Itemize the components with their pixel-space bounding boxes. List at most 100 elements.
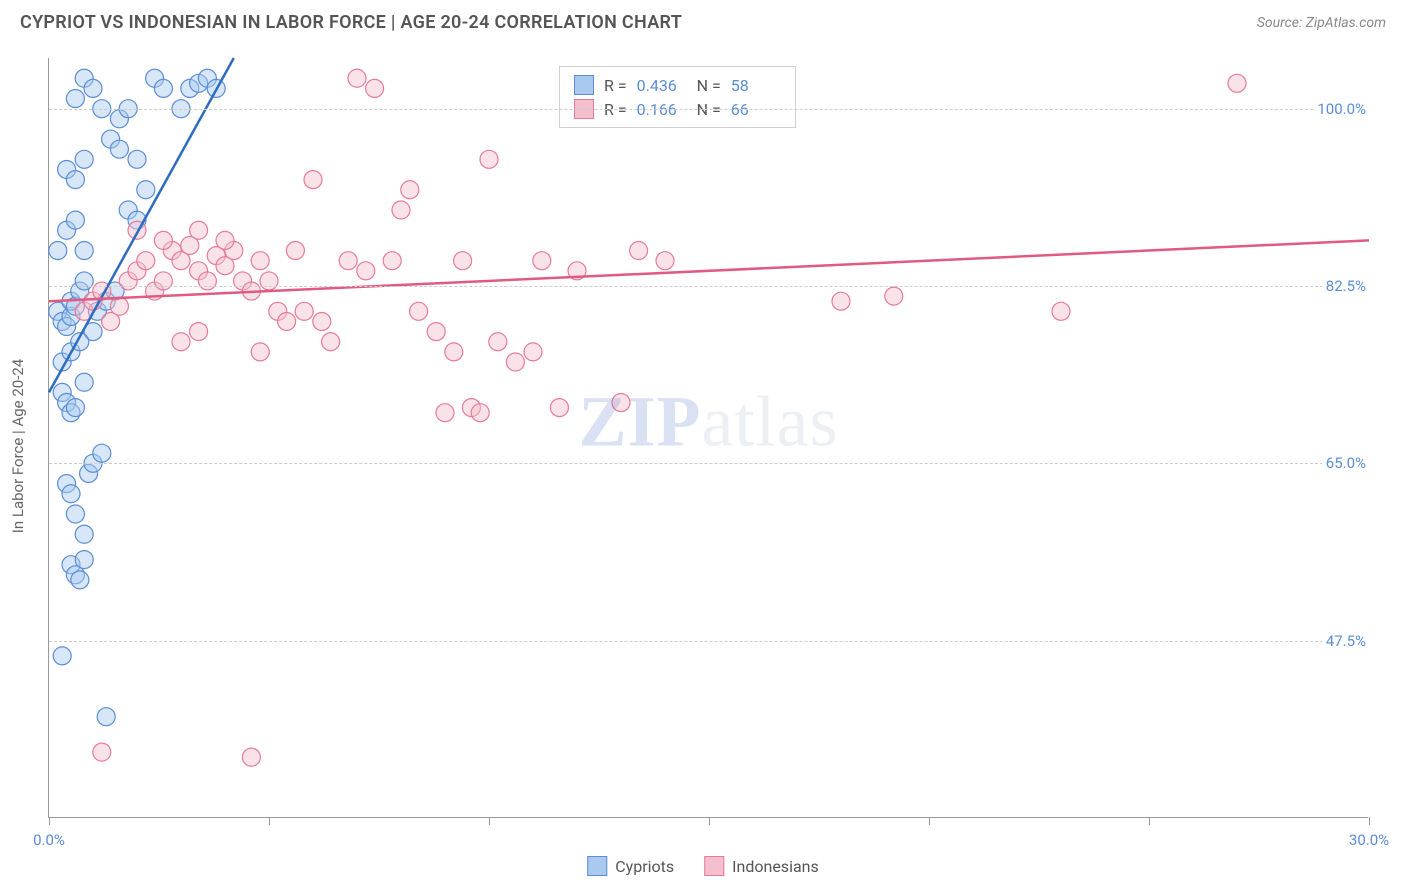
data-point (260, 272, 278, 290)
data-point (1228, 74, 1246, 92)
data-point (480, 150, 498, 168)
data-point (885, 287, 903, 305)
legend-label-indonesians: Indonesians (732, 857, 819, 876)
data-point (454, 252, 472, 270)
chart-title: CYPRIOT VS INDONESIAN IN LABOR FORCE | A… (20, 12, 682, 33)
data-point (366, 79, 384, 97)
data-point (489, 333, 507, 351)
stats-row-cypriots: R = 0.436 N = 58 (574, 73, 781, 97)
legend-item-indonesians: Indonesians (704, 856, 819, 876)
legend-label-cypriots: Cypriots (615, 857, 674, 876)
data-point (427, 323, 445, 341)
data-point (630, 242, 648, 260)
data-point (154, 79, 172, 97)
data-point (75, 551, 93, 569)
data-point (313, 312, 331, 330)
data-point (401, 181, 419, 199)
data-point (410, 302, 428, 320)
y-axis-label: In Labor Force | Age 20-24 (9, 359, 27, 533)
gridline-h (49, 641, 1368, 642)
data-point (304, 171, 322, 189)
data-point (75, 373, 93, 391)
data-point (533, 252, 551, 270)
data-point (137, 252, 155, 270)
data-point (93, 444, 111, 462)
data-point (62, 485, 80, 503)
data-point (550, 399, 568, 417)
data-point (66, 211, 84, 229)
data-point (198, 272, 216, 290)
data-point (75, 525, 93, 543)
chart-plot-area: R = 0.436 N = 58 R = 0.166 N = 66 ZIPatl… (48, 58, 1368, 818)
xtick (1149, 817, 1150, 825)
data-point (190, 221, 208, 239)
gridline-h (49, 286, 1368, 287)
data-point (154, 231, 172, 249)
r-label: R = (604, 76, 627, 95)
data-point (339, 252, 357, 270)
n-value-cypriots: 58 (731, 76, 781, 95)
data-point (66, 505, 84, 523)
data-point (612, 394, 630, 412)
data-point (322, 333, 340, 351)
legend-swatch-cypriots (587, 856, 607, 876)
ytick-label: 47.5% (1322, 632, 1370, 650)
xtick (49, 817, 50, 825)
trend-line (49, 240, 1369, 301)
data-point (524, 343, 542, 361)
source-attribution: Source: ZipAtlas.com (1257, 15, 1386, 31)
data-point (66, 171, 84, 189)
gridline-h (49, 463, 1368, 464)
data-point (216, 231, 234, 249)
data-point (251, 252, 269, 270)
data-point (471, 404, 489, 422)
xtick (929, 817, 930, 825)
data-point (49, 242, 67, 260)
data-point (128, 150, 146, 168)
xtick-label: 0.0% (33, 831, 65, 849)
xtick (269, 817, 270, 825)
xtick (1369, 817, 1370, 825)
data-point (75, 242, 93, 260)
data-point (154, 272, 172, 290)
data-point (84, 79, 102, 97)
data-point (75, 150, 93, 168)
data-point (357, 262, 375, 280)
ytick-label: 65.0% (1322, 454, 1370, 472)
data-point (278, 312, 296, 330)
data-point (348, 69, 366, 87)
data-point (190, 323, 208, 341)
data-point (286, 242, 304, 260)
data-point (172, 333, 190, 351)
stats-legend-box: R = 0.436 N = 58 R = 0.166 N = 66 (559, 66, 796, 128)
legend-item-cypriots: Cypriots (587, 856, 674, 876)
ytick-label: 100.0% (1313, 100, 1370, 118)
scatter-plot-svg (49, 58, 1368, 817)
data-point (445, 343, 463, 361)
data-point (383, 252, 401, 270)
xtick (709, 817, 710, 825)
data-point (137, 181, 155, 199)
swatch-cypriots (574, 75, 594, 95)
bottom-legend: Cypriots Indonesians (587, 856, 819, 876)
xtick (489, 817, 490, 825)
r-value-cypriots: 0.436 (637, 76, 687, 95)
legend-swatch-indonesians (704, 856, 724, 876)
data-point (1052, 302, 1070, 320)
gridline-h (49, 109, 1368, 110)
data-point (251, 343, 269, 361)
data-point (110, 297, 128, 315)
data-point (71, 571, 89, 589)
data-point (53, 647, 71, 665)
data-point (75, 272, 93, 290)
data-point (97, 708, 115, 726)
data-point (656, 252, 674, 270)
data-point (392, 201, 410, 219)
data-point (93, 743, 111, 761)
data-point (242, 748, 260, 766)
n-label: N = (697, 76, 721, 95)
data-point (506, 353, 524, 371)
xtick-label: 30.0% (1349, 831, 1389, 849)
data-point (110, 140, 128, 158)
data-point (295, 302, 313, 320)
